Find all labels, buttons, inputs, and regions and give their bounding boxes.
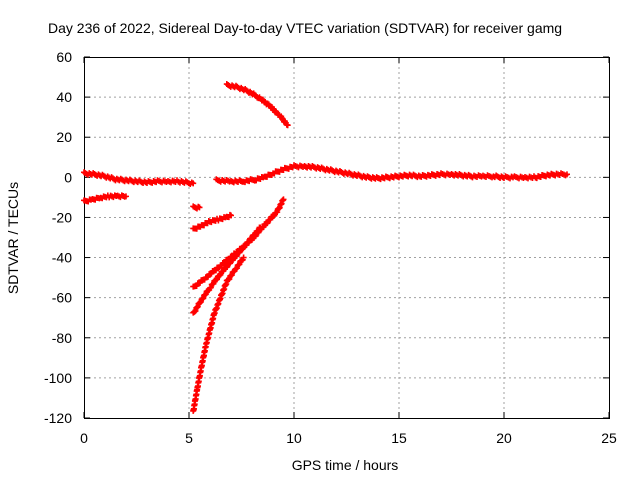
data-point bbox=[252, 231, 259, 238]
data-point bbox=[229, 257, 236, 264]
data-point bbox=[233, 253, 240, 260]
data-point bbox=[267, 216, 274, 223]
x-tick-label: 5 bbox=[185, 430, 193, 446]
y-tick-label: 0 bbox=[64, 169, 72, 185]
data-point bbox=[240, 254, 247, 261]
data-point bbox=[239, 246, 246, 253]
plot-frame bbox=[84, 57, 610, 419]
data-point bbox=[233, 265, 240, 272]
data-point bbox=[236, 261, 243, 268]
series-arc-9 bbox=[190, 254, 247, 414]
data-point bbox=[257, 224, 264, 231]
data-point bbox=[224, 263, 231, 270]
x-tick-label: 25 bbox=[601, 430, 617, 446]
data-point bbox=[200, 295, 207, 302]
series-arc-5 bbox=[190, 203, 203, 212]
series-arc-4 bbox=[223, 81, 291, 129]
series-arc-7 bbox=[190, 196, 287, 290]
data-point bbox=[207, 284, 214, 291]
y-tick-label: -80 bbox=[52, 330, 72, 346]
y-tick-label: -120 bbox=[44, 410, 72, 426]
data-point bbox=[214, 276, 220, 283]
y-tick-label: 20 bbox=[56, 129, 72, 145]
grid bbox=[83, 56, 610, 419]
y-tick-labels: 60 40 20 0 -20 -40 -60 -80 -100 -120 bbox=[44, 49, 72, 426]
data-point bbox=[271, 212, 278, 219]
chart-title: Day 236 of 2022, Sidereal Day-to-day VTE… bbox=[48, 20, 562, 36]
data-point bbox=[220, 268, 227, 275]
x-tick-label: 10 bbox=[286, 430, 302, 446]
data-point bbox=[249, 235, 255, 242]
data-point bbox=[196, 204, 203, 211]
x-tick-label: 15 bbox=[391, 430, 407, 446]
data-point bbox=[202, 291, 209, 298]
data-point bbox=[284, 122, 291, 129]
data-point bbox=[190, 180, 197, 187]
x-tick-label: 0 bbox=[80, 430, 88, 446]
data-point bbox=[123, 193, 129, 200]
y-tick-label: -60 bbox=[52, 290, 72, 306]
y-tick-label: 60 bbox=[56, 49, 72, 65]
series-arc-6 bbox=[190, 211, 234, 232]
y-tick-label: -100 bbox=[44, 370, 72, 386]
series-arc-1 bbox=[81, 169, 197, 187]
data-point bbox=[228, 212, 234, 219]
data-point bbox=[217, 271, 224, 278]
data-point bbox=[564, 171, 570, 178]
data-points bbox=[81, 81, 570, 414]
series-arc-2 bbox=[81, 192, 129, 205]
y-tick-label: -20 bbox=[52, 209, 72, 225]
data-point bbox=[246, 238, 253, 245]
data-point bbox=[280, 196, 287, 203]
data-point bbox=[216, 272, 223, 279]
data-point bbox=[226, 276, 233, 283]
data-point bbox=[228, 272, 235, 279]
data-point bbox=[243, 242, 250, 249]
x-axis-label: GPS time / hours bbox=[292, 457, 399, 473]
y-tick-label: -40 bbox=[52, 250, 72, 266]
x-tick-label: 20 bbox=[496, 430, 512, 446]
x-tick-labels: 0 5 10 15 20 25 bbox=[80, 430, 617, 446]
data-point bbox=[264, 220, 271, 227]
data-point bbox=[210, 280, 217, 287]
y-tick-label: 40 bbox=[56, 89, 72, 105]
y-axis-label: SDTVAR / TECUs bbox=[5, 182, 21, 294]
series-arc-3 bbox=[213, 162, 570, 186]
series-arc-8 bbox=[190, 224, 264, 316]
